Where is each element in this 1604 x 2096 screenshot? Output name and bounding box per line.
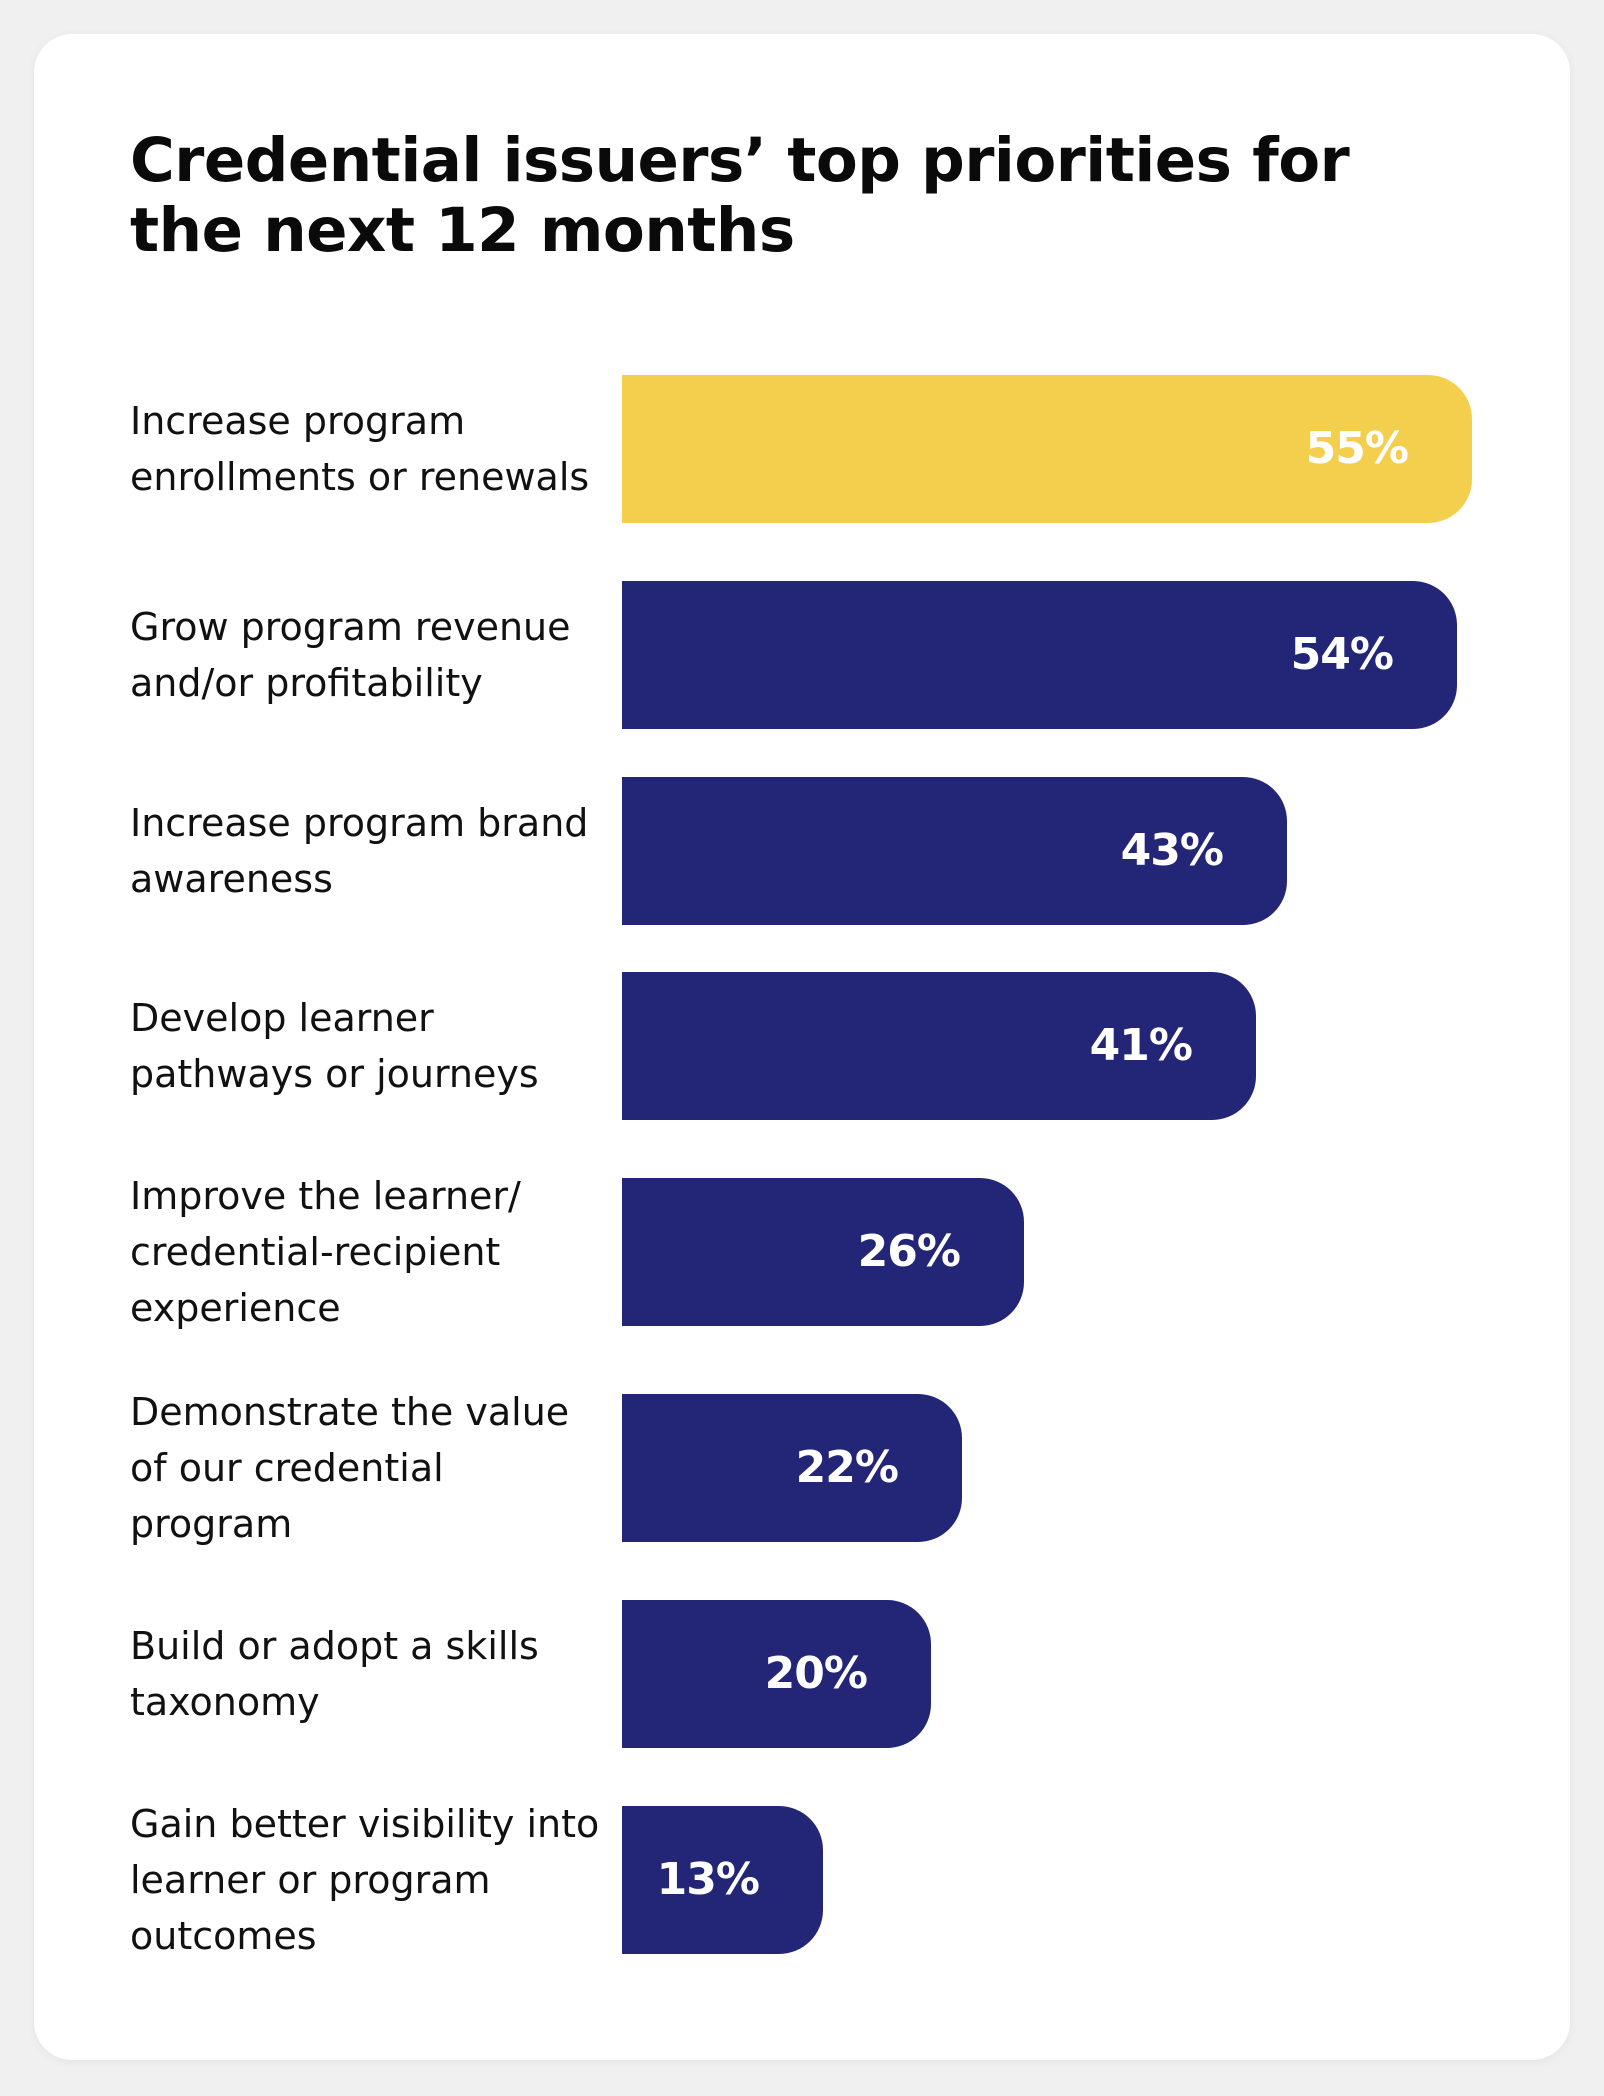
bar-value-label: 20% bbox=[764, 1648, 868, 1699]
bar: 43% bbox=[622, 777, 1287, 925]
bar-value-label: 43% bbox=[1120, 825, 1224, 876]
bar-value-label: 55% bbox=[1305, 423, 1409, 474]
bar: 26% bbox=[622, 1178, 1024, 1326]
bar-value-label: 26% bbox=[857, 1226, 961, 1277]
bar-row: Grow program revenue and/or profitabilit… bbox=[0, 581, 1604, 729]
chart-title: Credential issuers’ top priorities for t… bbox=[130, 125, 1350, 266]
bar-row: Build or adopt a skills taxonomy 20% bbox=[0, 1600, 1604, 1748]
bar: 55% bbox=[622, 375, 1472, 523]
category-label: Improve the learner/ credential-recipien… bbox=[130, 1174, 521, 1330]
bar-value-label: 13% bbox=[656, 1854, 760, 1905]
bar: 13% bbox=[622, 1806, 823, 1954]
category-label: Gain better visibility into learner or p… bbox=[130, 1802, 600, 1958]
category-label: Grow program revenue and/or profitabilit… bbox=[130, 605, 571, 705]
category-label: Demonstrate the value of our credential … bbox=[130, 1390, 570, 1546]
bar-row: Increase program brand awareness 43% bbox=[0, 777, 1604, 925]
bar: 22% bbox=[622, 1394, 962, 1542]
bar-value-label: 54% bbox=[1290, 629, 1394, 680]
bar-row: Demonstrate the value of our credential … bbox=[0, 1390, 1604, 1546]
bar: 20% bbox=[622, 1600, 931, 1748]
category-label: Increase program brand awareness bbox=[130, 801, 589, 901]
category-label: Build or adopt a skills taxonomy bbox=[130, 1624, 539, 1724]
bar: 54% bbox=[622, 581, 1457, 729]
bar-row: Develop learner pathways or journeys 41% bbox=[0, 972, 1604, 1120]
bar-value-label: 41% bbox=[1089, 1020, 1193, 1071]
category-label: Increase program enrollments or renewals bbox=[130, 399, 590, 499]
bar-row: Gain better visibility into learner or p… bbox=[0, 1802, 1604, 1958]
category-label: Develop learner pathways or journeys bbox=[130, 996, 539, 1096]
bar-row: Increase program enrollments or renewals… bbox=[0, 375, 1604, 523]
bar: 41% bbox=[622, 972, 1256, 1120]
bar-row: Improve the learner/ credential-recipien… bbox=[0, 1174, 1604, 1330]
bar-value-label: 22% bbox=[795, 1442, 899, 1493]
